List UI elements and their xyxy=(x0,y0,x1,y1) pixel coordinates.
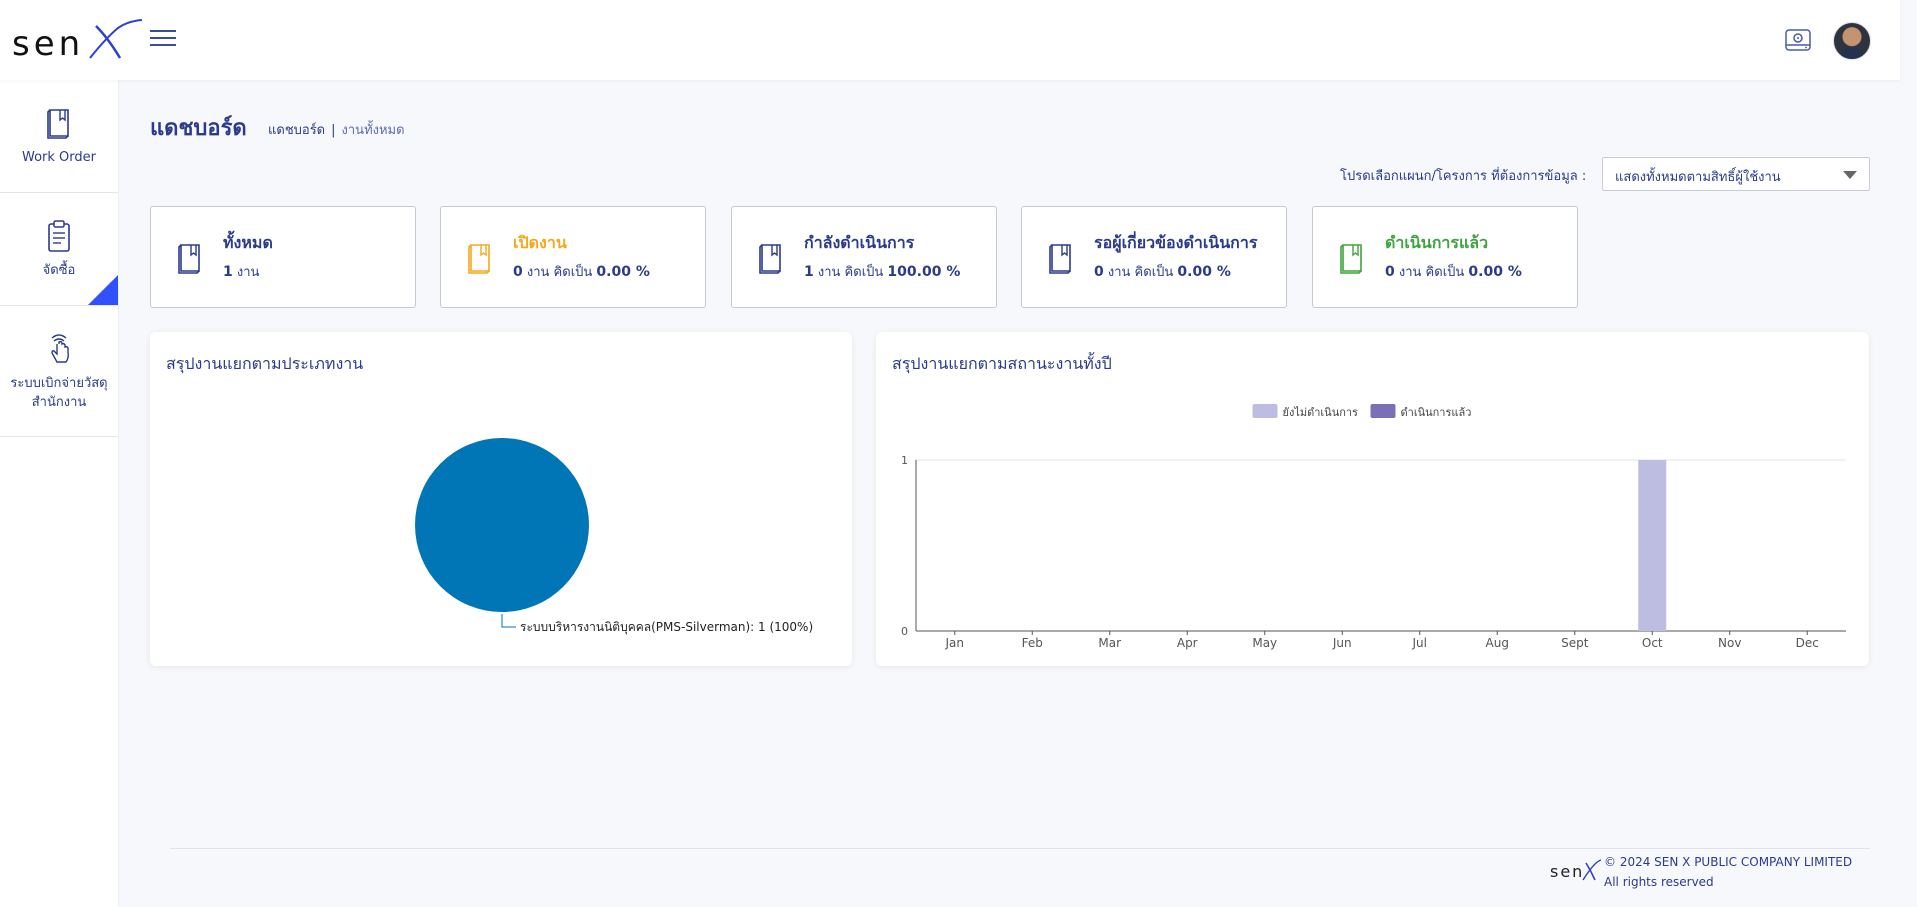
breadcrumb-separator: | xyxy=(331,123,336,138)
stat-card-value: 1 งาน xyxy=(223,261,259,282)
sidebar: Work Order จัดซื้อ ระบบเบิกจ่ายวัสดุ สำน… xyxy=(0,80,119,907)
stat-card-title: เปิดงาน xyxy=(513,233,567,252)
pie-chart-title: สรุปงานแยกตามประเภทงาน xyxy=(166,354,364,373)
sidebar-item-office-supplies[interactable]: ระบบเบิกจ่ายวัสดุ สำนักงาน xyxy=(0,306,118,437)
x-tick-label: Oct xyxy=(1642,636,1663,650)
pie-chart: ระบบบริหารงานนิติบุคคล(PMS-Silverman): 1… xyxy=(415,438,813,635)
senx-logo[interactable]: sen xyxy=(12,18,143,64)
pie-label-leader xyxy=(501,614,516,628)
sidebar-item-label-line2: สำนักงาน xyxy=(31,395,87,410)
sidebar-item-label: Work Order xyxy=(22,149,96,165)
book-icon xyxy=(468,244,490,274)
stat-percent: 0.00 % xyxy=(1177,264,1231,280)
stat-card-total[interactable]: ทั้งหมด 1 งาน xyxy=(150,206,416,308)
breadcrumb-item-dashboard[interactable]: แดชบอร์ด xyxy=(268,123,326,138)
bar xyxy=(1638,460,1667,631)
stat-count: 1 xyxy=(223,264,233,280)
logo-x-mark-icon xyxy=(1582,859,1602,881)
stat-card-title: รอผู้เกี่ยวข้องดำเนินการ xyxy=(1094,233,1258,252)
legend-swatch xyxy=(1252,404,1278,418)
x-tick-label: Feb xyxy=(1022,636,1043,650)
stat-card-title: ทั้งหมด xyxy=(223,233,273,252)
sidebar-item-label: จัดซื้อ xyxy=(42,262,76,278)
stat-unit: งาน คิดเป็น xyxy=(817,265,884,280)
bar-chart-title: สรุปงานแยกตามสถานะงานทั้งปี xyxy=(892,354,1112,373)
bar-chart: ยังไม่ดำเนินการ ดำเนินการแล้ว 0 1 Jan Feb Mar A… xyxy=(901,404,1846,650)
stat-card-value: 1 งาน คิดเป็น 100.00 % xyxy=(804,261,960,282)
bar-chart-panel: สรุปงานแยกตามสถานะงานทั้งปี ยังไม่ดำเนิน… xyxy=(876,332,1869,666)
sidebar-item-purchasing[interactable]: จัดซื้อ xyxy=(0,193,118,306)
stat-card-open[interactable]: เปิดงาน 0 งาน คิดเป็น 0.00 % xyxy=(440,206,706,308)
stat-card-waiting[interactable]: รอผู้เกี่ยวข้องดำเนินการ 0 งาน คิดเป็น 0… xyxy=(1021,206,1287,308)
user-avatar[interactable] xyxy=(1833,22,1871,60)
sidebar-item-label-line1: ระบบเบิกจ่ายวัสดุ xyxy=(10,376,108,391)
stat-card-value: 0 งาน คิดเป็น 0.00 % xyxy=(1094,261,1231,282)
x-tick-label: Apr xyxy=(1177,636,1198,650)
x-tick-label: Jun xyxy=(1332,636,1352,650)
stat-count: 0 xyxy=(513,264,523,280)
clipboard-icon xyxy=(48,219,70,252)
y-tick-label: 1 xyxy=(901,454,908,467)
chevron-down-icon xyxy=(1843,171,1857,179)
footer-text: © 2024 SEN X PUBLIC COMPANY LIMITED All … xyxy=(1604,852,1852,892)
footer-rights: All rights reserved xyxy=(1604,875,1714,889)
x-tick-label: Nov xyxy=(1718,636,1741,650)
active-corner-marker xyxy=(88,275,118,305)
x-tick-label: Aug xyxy=(1486,636,1509,650)
legend-label: ดำเนินการแล้ว xyxy=(1401,406,1472,419)
x-tick-label: Mar xyxy=(1098,636,1121,650)
stat-card-done[interactable]: ดำเนินการแล้ว 0 งาน คิดเป็น 0.00 % xyxy=(1312,206,1578,308)
legend-swatch xyxy=(1370,404,1396,418)
stat-unit: งาน คิดเป็น xyxy=(1107,265,1174,280)
stat-percent: 0.00 % xyxy=(596,264,650,280)
stat-unit: งาน คิดเป็น xyxy=(1398,265,1465,280)
stat-percent: 100.00 % xyxy=(887,264,961,280)
logo-text: sen xyxy=(12,24,85,64)
stat-percent: 0.00 % xyxy=(1468,264,1522,280)
stat-unit: งาน คิดเป็น xyxy=(526,265,593,280)
x-tick-label: Sept xyxy=(1561,636,1589,650)
stat-card-title: ดำเนินการแล้ว xyxy=(1385,233,1489,252)
book-icon xyxy=(1340,244,1362,274)
filter-label: โปรดเลือกแผนก/โครงการ ที่ต้องการข้อมูล : xyxy=(1340,169,1587,184)
logo-x-mark-icon xyxy=(89,19,143,59)
book-icon xyxy=(47,108,69,139)
book-icon xyxy=(1049,244,1071,274)
legend-label: ยังไม่ดำเนินการ xyxy=(1283,406,1359,419)
pie-chart-panel: สรุปงานแยกตามประเภทงาน ระบบบริหารงานนิติ… xyxy=(150,332,852,666)
footer-logo-text: sen xyxy=(1550,862,1585,881)
stat-count: 0 xyxy=(1094,264,1104,280)
stat-card-title: กำลังดำเนินการ xyxy=(804,233,915,252)
y-tick-label: 0 xyxy=(901,625,908,638)
stat-count: 0 xyxy=(1385,264,1395,280)
stat-unit: งาน xyxy=(236,265,260,280)
stat-card-value: 0 งาน คิดเป็น 0.00 % xyxy=(513,261,650,282)
x-tick-label: Jan xyxy=(945,636,965,650)
stat-card-value: 0 งาน คิดเป็น 0.00 % xyxy=(1385,261,1522,282)
page-title: แดชบอร์ด xyxy=(150,116,247,141)
x-tick-label: Jul xyxy=(1412,636,1427,650)
hamburger-icon[interactable] xyxy=(150,30,176,50)
footer-logo: sen xyxy=(1550,859,1602,881)
x-tick-label: Dec xyxy=(1796,636,1819,650)
department-select[interactable]: แสดงทั้งหมดตามสิทธิ์ผู้ใช้งาน xyxy=(1602,157,1870,191)
breadcrumb-item-all-jobs: งานทั้งหมด xyxy=(341,123,405,138)
sidebar-item-work-order[interactable]: Work Order xyxy=(0,80,118,193)
footer-divider xyxy=(170,848,1870,849)
book-icon xyxy=(759,244,781,274)
pie-slice xyxy=(415,438,589,612)
touch-hand-icon xyxy=(51,334,69,363)
pie-slice-label: ระบบบริหารงานนิติบุคคล(PMS-Silverman): 1… xyxy=(520,620,813,635)
stat-card-in-progress[interactable]: กำลังดำเนินการ 1 งาน คิดเป็น 100.00 % xyxy=(731,206,997,308)
department-select-value: แสดงทั้งหมดตามสิทธิ์ผู้ใช้งาน xyxy=(1615,170,1781,185)
breadcrumb: แดชบอร์ด | งานทั้งหมด xyxy=(268,119,405,140)
footer-copyright: © 2024 SEN X PUBLIC COMPANY LIMITED xyxy=(1604,855,1853,869)
top-bar: sen xyxy=(0,0,1900,80)
hdd-icon[interactable] xyxy=(1784,26,1812,54)
book-icon xyxy=(178,244,200,274)
x-tick-label: May xyxy=(1252,636,1277,650)
stat-count: 1 xyxy=(804,264,814,280)
